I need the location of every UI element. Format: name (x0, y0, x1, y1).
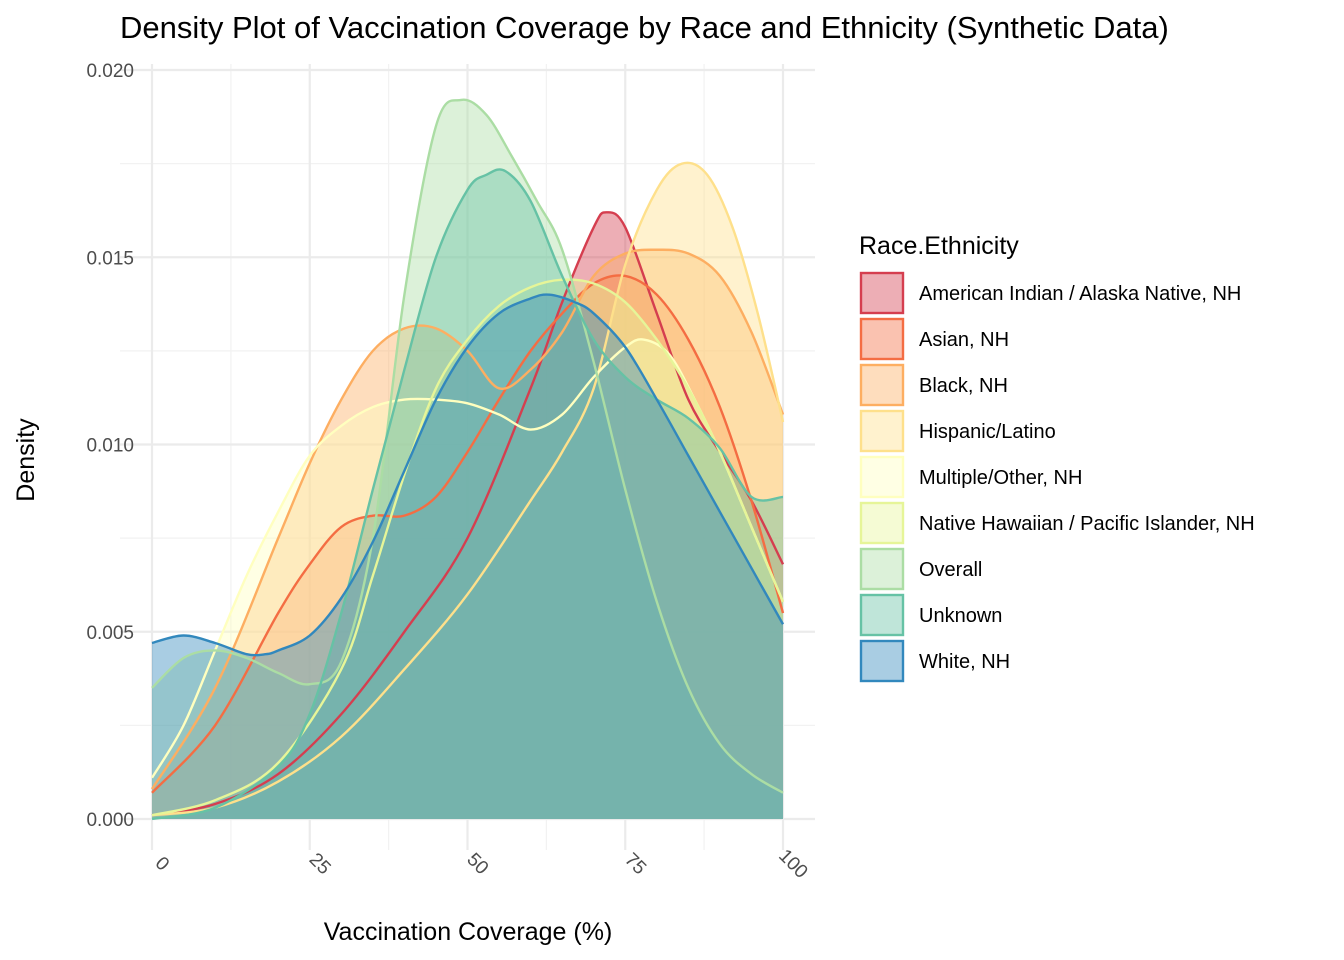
density-line-7 (151, 168, 784, 821)
legend-label: White, NH (919, 651, 1010, 673)
legend-label: Asian, NH (919, 329, 1009, 351)
legend-item: Multiple/Other, NH (859, 455, 1082, 499)
density-line-2 (150, 248, 785, 790)
legend-label: Multiple/Other, NH (919, 467, 1082, 489)
x-axis-title: Vaccination Coverage (%) (324, 918, 613, 946)
legend-label: Overall (919, 559, 982, 581)
x-tick-label: 50 (462, 849, 492, 879)
y-tick-label: 0.015 (86, 248, 134, 269)
x-tick-label: 75 (620, 849, 650, 879)
legend-swatch (859, 455, 905, 499)
density-line-3 (151, 161, 785, 817)
y-tick-label: 0.020 (86, 61, 134, 82)
legend-items: American Indian / Alaska Native, NH Asian… (859, 271, 1255, 683)
x-tick-label: 25 (305, 849, 335, 879)
y-axis-ticks: 0.000 0.005 0.010 0.015 0.020 (86, 61, 134, 831)
legend-label: Hispanic/Latino (919, 421, 1056, 443)
y-axis-title: Density (12, 418, 40, 502)
density-line-0 (151, 211, 785, 817)
legend-item: Black, NH (859, 363, 1008, 407)
y-tick-label: 0.005 (86, 623, 134, 644)
legend-swatch (859, 639, 905, 683)
legend-swatch (859, 547, 905, 591)
density-area-4 (152, 339, 783, 819)
legend-swatch (859, 363, 905, 407)
legend-title: Race.Ethnicity (859, 232, 1019, 260)
density-line-1 (151, 274, 785, 794)
legend-swatch (859, 409, 905, 453)
x-tick-label: 100 (774, 845, 811, 882)
density-line-6 (151, 98, 784, 794)
legend-item: Overall (859, 547, 982, 591)
legend-label: American Indian / Alaska Native, NH (919, 283, 1241, 305)
density-line-8 (151, 293, 785, 657)
legend-swatch (859, 501, 905, 545)
legend-swatch (859, 317, 905, 361)
legend-item: Native Hawaiian / Pacific Islander, NH (859, 501, 1255, 545)
legend-swatch (859, 271, 905, 315)
legend-label: Unknown (919, 605, 1002, 627)
density-line-5 (151, 278, 785, 817)
x-tick-label: 0 (151, 853, 173, 875)
chart-title: Density Plot of Vaccination Coverage by … (120, 10, 1169, 45)
density-areas (152, 99, 783, 820)
legend-item: Asian, NH (859, 317, 1009, 361)
density-area-7 (152, 169, 783, 819)
x-axis-ticks: 0 25 50 75 100 (151, 845, 812, 882)
legend-item: Unknown (859, 593, 1002, 637)
y-tick-label: 0.000 (86, 810, 134, 831)
legend-item: American Indian / Alaska Native, NH (859, 271, 1241, 315)
legend-item: Hispanic/Latino (859, 409, 1056, 453)
density-area-8 (152, 294, 783, 819)
legend-label: Black, NH (919, 375, 1008, 397)
density-lines (150, 98, 785, 821)
density-area-3 (152, 162, 783, 819)
density-area-6 (152, 99, 783, 819)
legend-swatch (859, 593, 905, 637)
grid (120, 64, 815, 850)
density-area-5 (152, 279, 783, 819)
legend-item: White, NH (859, 639, 1010, 683)
legend-label: Native Hawaiian / Pacific Islander, NH (919, 513, 1255, 535)
density-area-0 (152, 212, 783, 820)
y-tick-label: 0.010 (86, 436, 134, 457)
legend: Race.Ethnicity American Indian / Alaska … (859, 232, 1255, 683)
density-area-2 (152, 249, 783, 819)
